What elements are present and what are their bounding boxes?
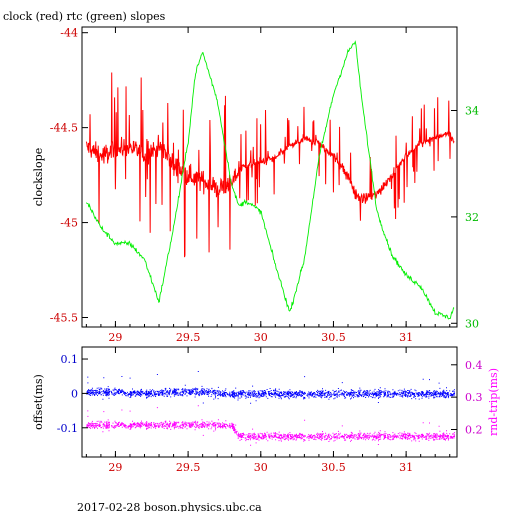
series-clock [85, 72, 455, 258]
y-tick-label: 0 [71, 387, 78, 400]
rtc-series-line [85, 40, 455, 320]
y2-tick-label: 0.2 [465, 424, 483, 437]
rnd-trip-series-dots [86, 405, 456, 446]
plot-frame-0 [81, 26, 458, 328]
plot-frame-1 [81, 346, 458, 458]
series-rtc [85, 40, 455, 320]
top-panel: 29 29.5 30 30.5 31 -44 -44.5 -45 -45.5 34 32 30 cloc… [32, 26, 479, 344]
y2-tick-label: 32 [465, 211, 479, 224]
bottom-panel: 29 29.5 30 30.5 31 0.1 0 -0.1 0.4 0.3 0.2 offset(ms… [32, 346, 500, 474]
y-axis-label: clockslope [32, 148, 45, 206]
footer-text: 2017-02-28 boson.physics.ubc.ca [77, 501, 262, 512]
x-tick-label: 30 [254, 461, 268, 474]
x-tick-label: 29.5 [176, 461, 201, 474]
series-offset [86, 371, 456, 404]
y-tick-label: -44.5 [50, 122, 78, 135]
y-axis-label: offset(ms) [32, 374, 45, 430]
clock-series-line [85, 72, 455, 258]
y2-axis-label: rnd-trip(ms) [487, 368, 500, 436]
y2-tick-label: 0.4 [465, 359, 483, 372]
series-rnd-trip [86, 405, 456, 446]
y-tick-label: -45.5 [50, 312, 78, 325]
offset-series-dots [86, 371, 456, 404]
y-tick-label: 0.1 [61, 353, 79, 366]
x-tick-label: 29.5 [176, 331, 201, 344]
x-tick-label: 31 [399, 331, 413, 344]
y-tick-label: -0.1 [57, 422, 78, 435]
y2-tick-label: 30 [465, 317, 479, 330]
x-tick-label: 30.5 [321, 331, 346, 344]
chart-title: clock (red) rtc (green) slopes [3, 10, 166, 23]
x-tick-label: 29 [108, 461, 122, 474]
x-tick-label: 29 [108, 331, 122, 344]
x-tick-label: 30.5 [321, 461, 346, 474]
y2-tick-label: 0.3 [465, 391, 483, 404]
y2-tick-label: 34 [465, 105, 479, 118]
y-tick-label: -44 [60, 27, 78, 40]
x-tick-label: 30 [254, 331, 268, 344]
y-tick-label: -45 [60, 217, 78, 230]
x-tick-label: 31 [399, 461, 413, 474]
